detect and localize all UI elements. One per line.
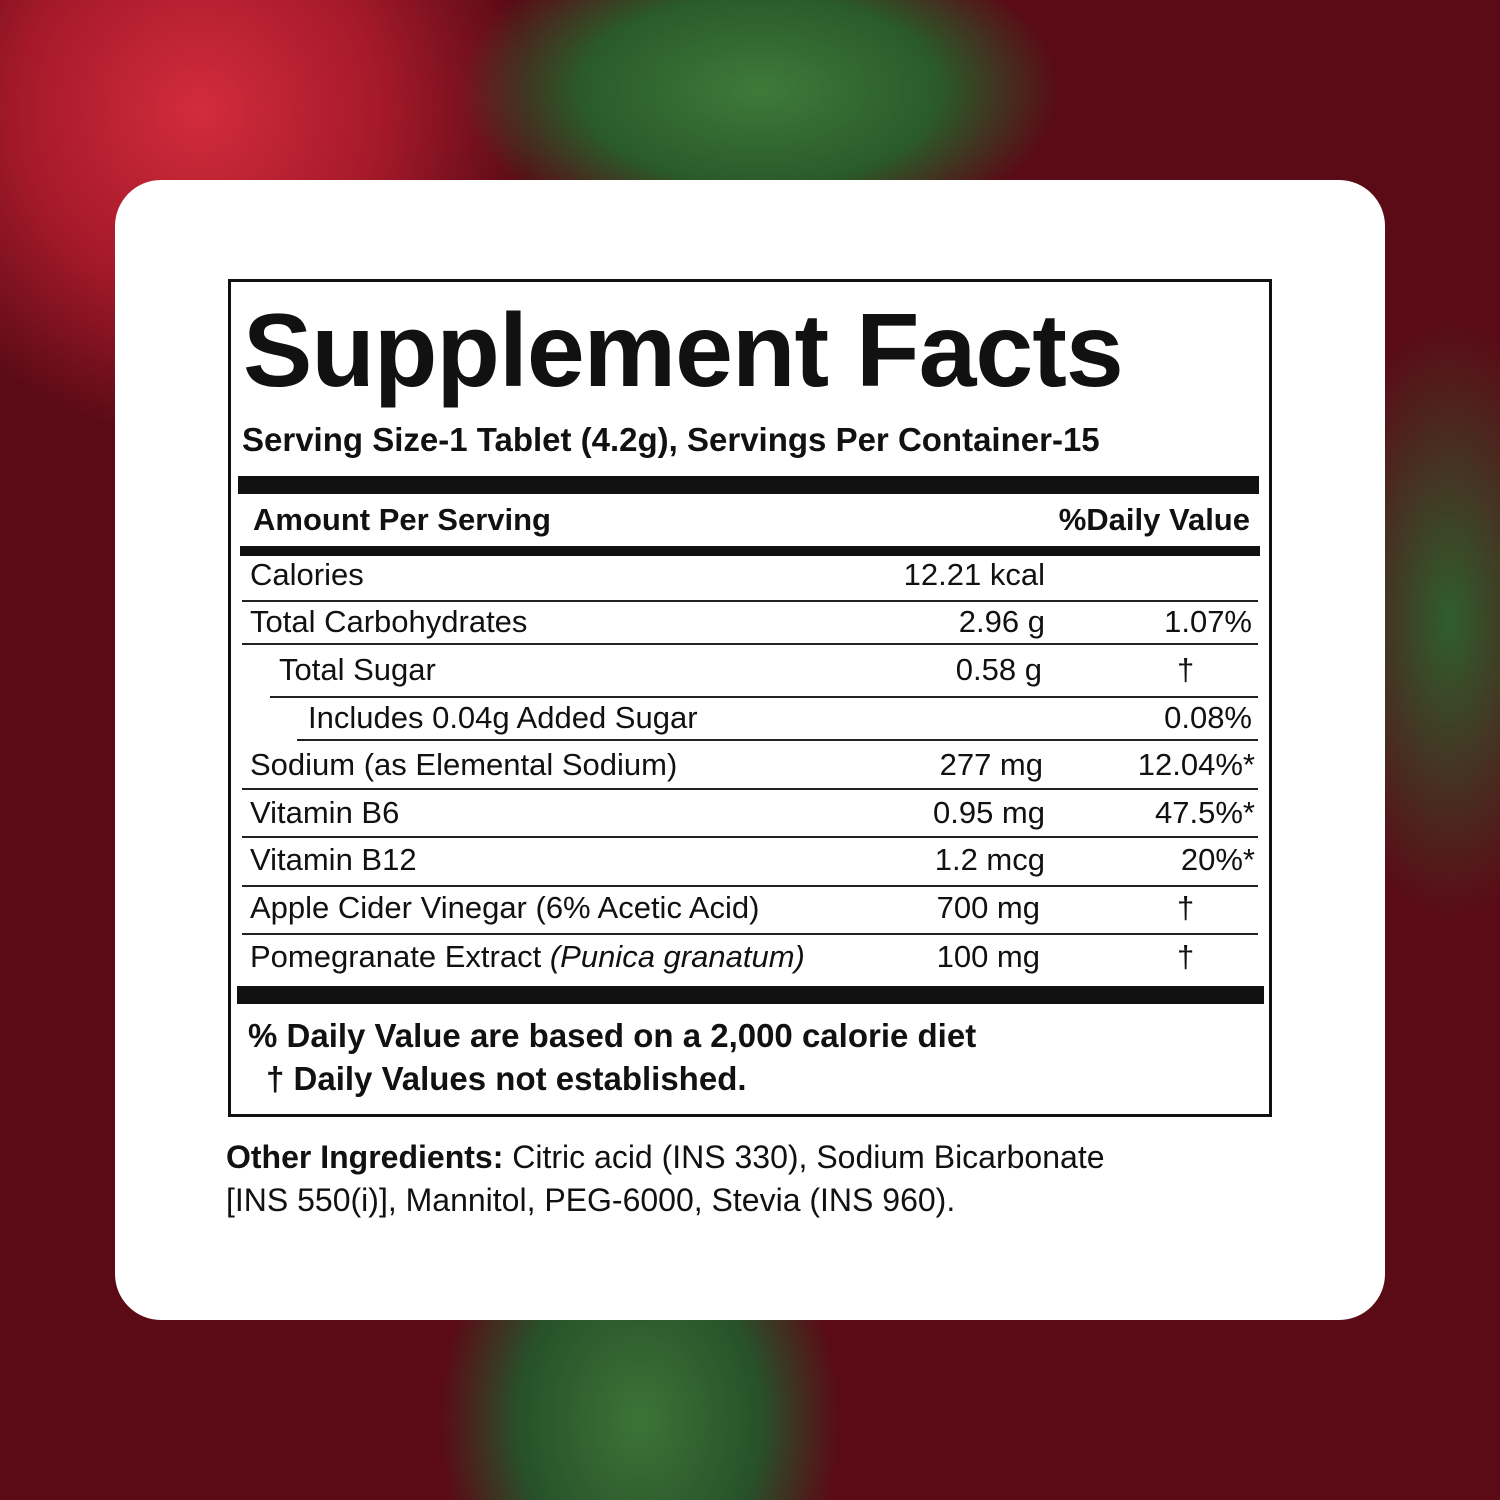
- nutrient-amount: 2.96 g: [958, 604, 1045, 639]
- amount-header: Amount Per Serving: [253, 502, 551, 537]
- row-b12: Vitamin B12 1.2 mcg 20%*: [0, 842, 1500, 890]
- nutrient-dv: 0.08%: [1164, 700, 1252, 735]
- dagger-mark: †: [1177, 939, 1195, 974]
- other-ingredients-label: Other Ingredients:: [226, 1139, 504, 1175]
- nutrient-name: Total Sugar: [279, 652, 436, 687]
- supplement-facts-box: [228, 279, 1272, 1117]
- row-sodium: Sodium (as Elemental Sodium) 277 mg 12.0…: [0, 747, 1500, 795]
- nutrient-amount: 0.58 g: [955, 652, 1042, 687]
- nutrient-name: Calories: [250, 557, 364, 592]
- row-divider: [242, 933, 1258, 935]
- nutrient-name: Includes 0.04g Added Sugar: [308, 700, 698, 735]
- row-divider: [242, 600, 1258, 602]
- nutrient-amount: 700 mg: [936, 890, 1040, 925]
- row-divider: [242, 788, 1258, 790]
- nutrient-amount: 100 mg: [936, 939, 1040, 974]
- other-ingredients-text: Citric acid (INS 330), Sodium Bicarbonat…: [503, 1139, 1105, 1175]
- label-card: [115, 180, 1385, 1320]
- row-b6: Vitamin B6 0.95 mg 47.5%*: [0, 795, 1500, 843]
- dv-header: %Daily Value: [1058, 502, 1250, 537]
- nutrient-name: Apple Cider Vinegar (6% Acetic Acid): [250, 890, 760, 925]
- row-divider: [270, 696, 1258, 698]
- nutrient-name: Sodium (as Elemental Sodium): [250, 747, 678, 782]
- serving-info: Serving Size-1 Tablet (4.2g), Servings P…: [242, 421, 1100, 458]
- row-divider: [242, 885, 1258, 887]
- nutrient-amount: 277 mg: [939, 747, 1043, 782]
- row-added-sugar: Includes 0.04g Added Sugar 0.08%: [0, 700, 1500, 748]
- nutrient-name: Vitamin B12: [250, 842, 417, 877]
- footnote-daily-value: % Daily Value are based on a 2,000 calor…: [248, 1017, 977, 1054]
- latin-name: (Punica granatum): [549, 939, 805, 974]
- nutrient-dv: 20%*: [1180, 842, 1255, 877]
- dagger-mark: †: [1177, 890, 1195, 925]
- row-divider: [242, 836, 1258, 838]
- nutrient-dv: 1.07%: [1164, 604, 1252, 639]
- other-ingredients-line2: [INS 550(i)], Mannitol, PEG-6000, Stevia…: [226, 1182, 956, 1218]
- other-ingredients-line1: Other Ingredients: Citric acid (INS 330)…: [226, 1139, 1105, 1176]
- nutrient-amount: 1.2 mcg: [934, 842, 1045, 877]
- divider-medium: [240, 546, 1260, 556]
- nutrient-amount: 12.21 kcal: [903, 557, 1045, 592]
- row-divider: [297, 739, 1258, 741]
- nutrient-name-text: Pomegranate Extract: [250, 939, 542, 974]
- row-divider: [242, 643, 1258, 645]
- nutrient-amount: 0.95 mg: [932, 795, 1045, 830]
- nutrient-name: Vitamin B6: [250, 795, 400, 830]
- row-acv: Apple Cider Vinegar (6% Acetic Acid) 700…: [0, 890, 1500, 938]
- row-pomegranate: Pomegranate Extract (Punica granatum) 10…: [0, 939, 1500, 987]
- row-calories: Calories 12.21 kcal: [0, 557, 1500, 605]
- row-carbs: Total Carbohydrates 2.96 g 1.07%: [0, 604, 1500, 652]
- nutrient-name: Pomegranate Extract (Punica granatum): [250, 939, 805, 975]
- nutrient-dv: 12.04%*: [1137, 747, 1255, 782]
- nutrient-name: Total Carbohydrates: [250, 604, 528, 639]
- divider-thick: [237, 986, 1264, 1004]
- row-sugar: Total Sugar 0.58 g †: [0, 652, 1500, 700]
- nutrient-dv: 47.5%*: [1155, 795, 1255, 830]
- dagger-mark: †: [1177, 652, 1195, 687]
- divider-thick: [238, 476, 1259, 494]
- footnote-dagger: † Daily Values not established.: [266, 1060, 747, 1097]
- label-title: Supplement Facts: [243, 293, 1124, 409]
